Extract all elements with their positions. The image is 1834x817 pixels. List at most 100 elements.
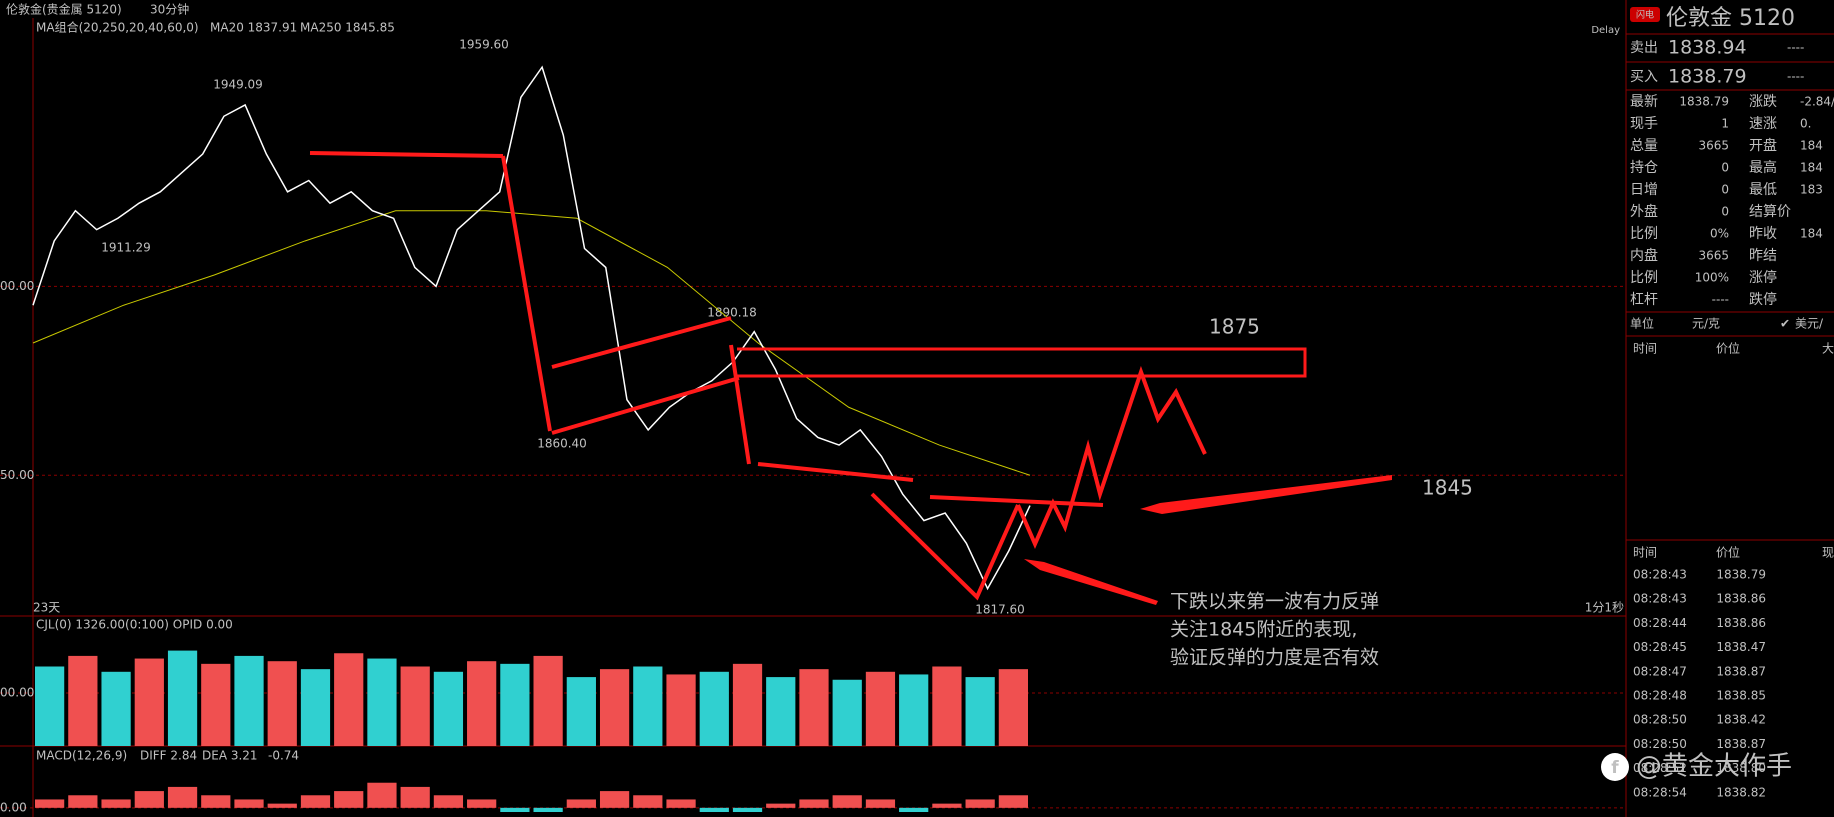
tick-time: 08:28:47 xyxy=(1633,664,1687,678)
resistance-box xyxy=(737,347,1307,378)
macd-bar xyxy=(633,795,663,808)
col-head: 价位 xyxy=(1716,341,1740,356)
price-label: 1860.40 xyxy=(537,437,587,451)
sell-price: 1838.94 xyxy=(1668,37,1747,59)
macd-bar xyxy=(101,799,131,808)
y-tick-label: 50.00 xyxy=(0,468,34,482)
drawings xyxy=(309,151,1392,605)
volume-bar xyxy=(35,666,65,746)
quote-label: 速涨 xyxy=(1749,116,1777,132)
unit-value[interactable]: 元/克 xyxy=(1692,317,1720,331)
macd-title: MACD(12,26,9) xyxy=(36,749,127,763)
volume-bar xyxy=(467,661,497,746)
macd-bar xyxy=(234,799,264,808)
quote-value: 3665 xyxy=(1698,249,1729,263)
macd-dea: DEA 3.21 xyxy=(202,749,258,763)
price-label: 1890.18 xyxy=(707,306,757,320)
macd-bar xyxy=(899,807,929,812)
tick-price: 1838.47 xyxy=(1716,640,1766,654)
macd-bar xyxy=(400,786,430,808)
quote-label: 最新 xyxy=(1630,94,1658,110)
quote-value: 183 xyxy=(1800,183,1823,197)
volume-bar xyxy=(666,674,696,746)
volume-bar xyxy=(68,655,98,746)
quote-label: 外盘 xyxy=(1630,203,1658,220)
level-label: 1875 xyxy=(1209,315,1260,339)
macd-bar xyxy=(799,799,829,808)
unit-alt[interactable]: 美元/ xyxy=(1795,317,1824,331)
ma20: MA20 1837.91 xyxy=(210,21,297,35)
badge-text: 闪电 xyxy=(1636,9,1654,21)
price-label: 1959.60 xyxy=(459,38,509,52)
quote-label: 昨结 xyxy=(1749,248,1777,264)
volume-bar xyxy=(899,674,929,746)
tick-price: 1838.85 xyxy=(1716,689,1766,703)
unit-label: 单位 xyxy=(1630,316,1654,331)
trend-line xyxy=(551,316,732,369)
volume-bar xyxy=(400,666,430,746)
price-label: 1817.60 xyxy=(975,603,1025,617)
macd-bar xyxy=(599,791,630,808)
volume-bar xyxy=(865,671,896,746)
ma-line: MA组合(20,250,20,40,60,0) xyxy=(36,20,199,35)
macd-bar xyxy=(766,803,796,808)
note: 关注1845附近的表现, xyxy=(1170,619,1357,641)
ma250: MA250 1845.85 xyxy=(300,21,395,35)
quote-value: 0 xyxy=(1721,205,1729,219)
quote-label: 涨停 xyxy=(1749,269,1777,286)
arrow xyxy=(1140,475,1392,514)
macd-bar xyxy=(367,782,397,808)
watermark: f @黄金大作手 xyxy=(1601,752,1792,782)
tick-price: 1838.82 xyxy=(1716,785,1766,799)
volume-bar xyxy=(367,658,397,746)
quote-value: 1 xyxy=(1721,117,1729,131)
arrow xyxy=(1024,559,1158,605)
note: 验证反弹的力度是否有效 xyxy=(1170,647,1379,669)
volume-bar xyxy=(234,655,264,746)
tick-price: 1838.86 xyxy=(1716,616,1766,630)
macd-bar xyxy=(666,799,696,808)
quote-label: 杠杆 xyxy=(1630,292,1658,308)
col-head: 时间 xyxy=(1633,342,1657,356)
volume-bar xyxy=(799,669,829,746)
volume-bar xyxy=(965,677,995,746)
volume-bar xyxy=(699,671,729,746)
volume-bar xyxy=(300,669,331,746)
logo xyxy=(1601,753,1629,781)
period[interactable]: 30分钟 xyxy=(150,2,189,17)
note: 下跌以来第一波有力反弹 xyxy=(1170,591,1379,613)
tick-price: 1838.86 xyxy=(1716,592,1766,606)
tick-price: 1838.79 xyxy=(1716,568,1766,582)
macd-bar xyxy=(965,799,995,808)
timer: 1分1秒 xyxy=(1585,601,1624,615)
price-line xyxy=(32,65,1031,591)
tick-time: 08:28:48 xyxy=(1633,689,1687,703)
buy-label: 买入 xyxy=(1630,69,1658,85)
volume-bar xyxy=(998,669,1028,746)
volume-bar xyxy=(633,666,663,746)
col-head: 大 xyxy=(1822,342,1834,356)
volume-bar xyxy=(334,653,364,746)
days: 23天 xyxy=(33,601,60,615)
quote-label: 涨跌 xyxy=(1749,94,1777,110)
volume-bar xyxy=(167,650,198,746)
macd-bar xyxy=(699,807,729,812)
delay: Delay xyxy=(1591,25,1620,36)
quote-label: 比例 xyxy=(1630,226,1658,242)
trend-line xyxy=(309,151,504,158)
volume-title: CJL(0) 1326.00(0:100) OPID 0.00 xyxy=(36,618,233,632)
macd-bar xyxy=(433,795,464,808)
macd-bar xyxy=(300,795,331,808)
volume-bar xyxy=(599,669,630,746)
symbol[interactable]: 伦敦金(贵金属 5120) xyxy=(6,2,122,17)
quote-label: 比例 xyxy=(1630,270,1658,286)
volume-bar xyxy=(533,655,563,746)
quote-value: -2.84/0. xyxy=(1800,95,1834,109)
buy-extra: ---- xyxy=(1787,70,1804,84)
volume-bar xyxy=(766,677,796,746)
volume-bar xyxy=(732,663,763,746)
macd-bar xyxy=(68,795,98,808)
macd-bar xyxy=(566,799,596,808)
tick-time: 08:28:44 xyxy=(1633,616,1687,630)
